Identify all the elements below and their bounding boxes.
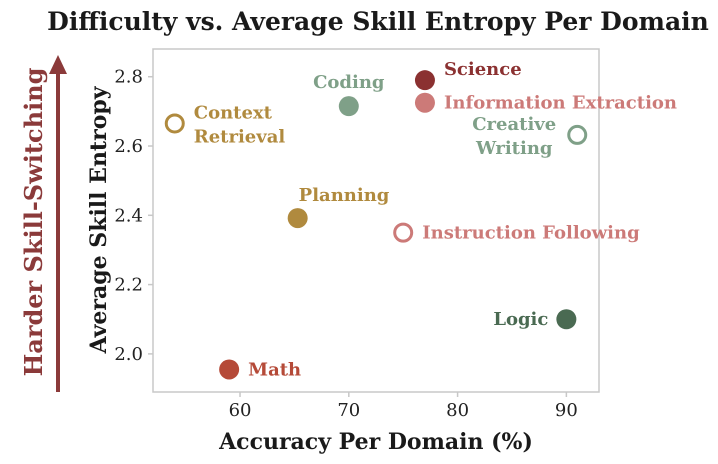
point-label-planning: Planning [299,185,390,206]
x-tick-label: 80 [446,400,469,421]
x-axis-label: Accuracy Per Domain (%) [218,429,533,455]
point-label-information-extraction: Information Extraction [444,93,677,114]
point-label-instruction-following: Instruction Following [422,223,640,244]
x-tick-label: 90 [555,400,578,421]
point-planning [287,208,308,229]
point-context-retrieval [164,113,185,134]
side-annotation-label: Harder Skill-Switching [19,67,48,376]
point-math [219,359,240,380]
point-instruction-following [393,222,414,243]
side-arrow-head-icon [49,55,67,74]
point-coding [338,96,359,117]
side-annotation: Harder Skill-Switching [19,55,67,392]
data-points: Science Information Extraction Coding Conte… [164,59,677,380]
y-tick-label: 2.4 [114,205,143,226]
point-label-coding: Coding [313,72,385,93]
ticks: 60 70 80 90 2.0 2.2 2.4 2.6 2.8 [114,67,577,421]
point-label-creative-writing: Creative Writing [472,114,556,159]
plot-frame [152,48,600,393]
point-label-science: Science [444,59,522,80]
point-label-math: Math [248,359,301,380]
point-logic [556,309,577,330]
x-tick-label: 60 [229,400,252,421]
y-tick-label: 2.8 [114,67,143,88]
x-tick-label: 70 [337,400,360,421]
point-creative-writing [567,124,588,145]
y-tick-label: 2.6 [114,136,143,157]
y-tick-label: 2.0 [114,344,143,365]
y-tick-label: 2.2 [114,275,143,296]
chart-title: Difficulty vs. Average Skill Entropy Per… [47,7,709,36]
y-axis-label: Average Skill Entropy [86,85,112,354]
point-label-logic: Logic [493,309,548,330]
point-label-context-retrieval: Context Retrieval [194,102,286,147]
point-information-extraction [414,92,435,113]
point-science [414,70,435,91]
